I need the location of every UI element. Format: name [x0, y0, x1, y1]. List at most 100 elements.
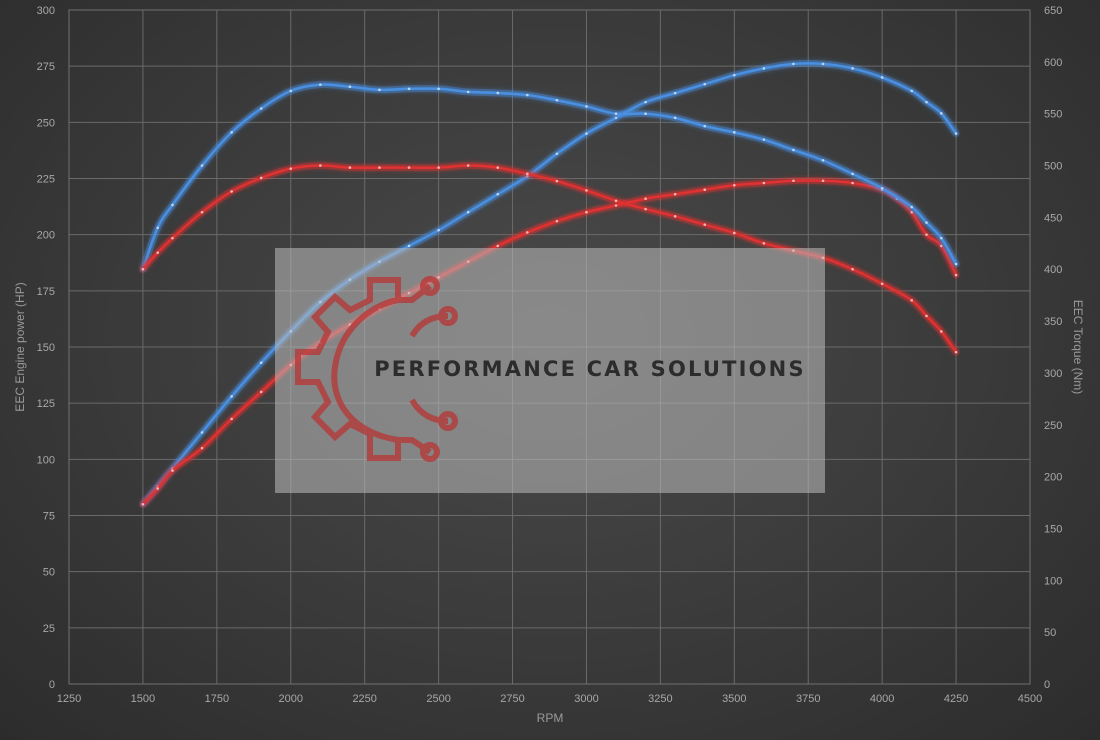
series-point: [156, 487, 160, 490]
series-point: [954, 273, 958, 277]
series-point: [171, 469, 174, 472]
series-line: [141, 179, 958, 506]
series-point: [348, 166, 352, 169]
series-point: [496, 192, 500, 196]
series-point: [200, 164, 204, 167]
series-point: [200, 431, 204, 434]
series-point: [526, 174, 529, 178]
y-right-tick-label: 600: [1044, 57, 1062, 69]
y-right-tick-label: 0: [1044, 679, 1050, 691]
y-right-tick-label: 100: [1044, 575, 1062, 587]
series-point: [496, 244, 500, 248]
series-point: [585, 189, 588, 192]
series-point: [407, 166, 411, 169]
series-point: [851, 67, 854, 70]
watermark-panel: [275, 248, 825, 493]
y-left-tick-label: 75: [43, 511, 55, 523]
series-point: [407, 244, 411, 248]
series-point: [348, 85, 352, 89]
series-point: [792, 179, 795, 183]
series-point: [156, 251, 160, 254]
series-point: [733, 131, 736, 134]
series-point: [378, 88, 381, 92]
series-point: [259, 390, 263, 394]
x-tick-label: 3750: [796, 693, 820, 705]
series-point: [585, 105, 588, 108]
x-tick-label: 4250: [944, 693, 968, 705]
series-point: [289, 89, 293, 93]
y-left-tick-label: 275: [37, 61, 55, 73]
y-left-tick-label: 125: [37, 398, 55, 410]
series-point: [171, 203, 174, 207]
series-point: [644, 112, 647, 115]
series-point: [851, 267, 854, 271]
y-axis-right-title: EEC Torque (Nm): [1071, 300, 1085, 394]
series-point: [644, 207, 647, 211]
series-point: [614, 112, 618, 115]
x-tick-label: 2750: [500, 693, 524, 705]
x-tick-label: 2500: [426, 693, 450, 705]
series-point: [614, 116, 618, 120]
series-point: [230, 395, 233, 398]
gear-circuit-icon: [295, 276, 458, 462]
series-point: [673, 215, 677, 218]
series-point: [762, 138, 766, 141]
series-point: [230, 190, 233, 193]
series-point: [733, 73, 736, 77]
series-point: [910, 205, 914, 209]
x-tick-label: 3250: [648, 693, 672, 705]
x-tick-label: 1250: [57, 693, 81, 705]
series-point: [762, 67, 766, 70]
series-point: [851, 172, 854, 176]
series-point: [939, 330, 943, 333]
series-point: [200, 446, 204, 450]
y-right-tick-label: 450: [1044, 212, 1062, 224]
series-point: [703, 82, 707, 86]
series-point: [939, 112, 943, 115]
series-point: [466, 164, 470, 167]
x-tick-label: 1500: [131, 693, 155, 705]
series-point: [555, 179, 559, 183]
series-point: [733, 183, 736, 187]
y-axis-left-title: EEC Engine power (HP): [13, 282, 27, 411]
series-point: [496, 166, 500, 169]
x-tick-label: 2250: [352, 693, 376, 705]
series-point: [910, 89, 914, 93]
series-point: [466, 210, 470, 214]
y-right-tick-label: 550: [1044, 109, 1062, 121]
y-left-tick-label: 250: [37, 117, 55, 129]
series-point: [407, 87, 411, 91]
series-point: [910, 299, 914, 302]
series-point: [614, 204, 618, 207]
y-left-tick-label: 100: [37, 454, 55, 466]
series-point: [259, 107, 263, 110]
series-point: [939, 236, 943, 240]
series-point: [954, 262, 958, 266]
x-tick-label: 4000: [870, 693, 894, 705]
series-point: [555, 152, 559, 156]
series-point: [762, 181, 766, 185]
series-1: [139, 176, 960, 508]
x-tick-label: 3500: [722, 693, 746, 705]
y-right-tick-label: 250: [1044, 420, 1062, 432]
y-right-tick-label: 400: [1044, 264, 1062, 276]
ticks: 1250 1500 1750 2000 2250 2500 2750 3000 3250 3500…: [37, 5, 1063, 705]
series-point: [733, 231, 736, 235]
series-point: [378, 166, 381, 169]
series-point: [880, 282, 884, 286]
series-point: [703, 124, 707, 128]
y-left-tick-label: 0: [49, 679, 55, 691]
y-left-tick-label: 300: [37, 5, 55, 17]
series-point: [925, 233, 928, 236]
series-point: [925, 314, 928, 318]
series-layer: [139, 59, 960, 508]
series-point: [555, 219, 559, 223]
x-tick-label: 4500: [1018, 693, 1042, 705]
series-point: [319, 83, 322, 86]
grid: [68, 9, 1031, 685]
series-point: [200, 210, 204, 214]
series-point: [437, 87, 440, 91]
series-point: [437, 166, 440, 169]
series-point: [821, 62, 825, 66]
